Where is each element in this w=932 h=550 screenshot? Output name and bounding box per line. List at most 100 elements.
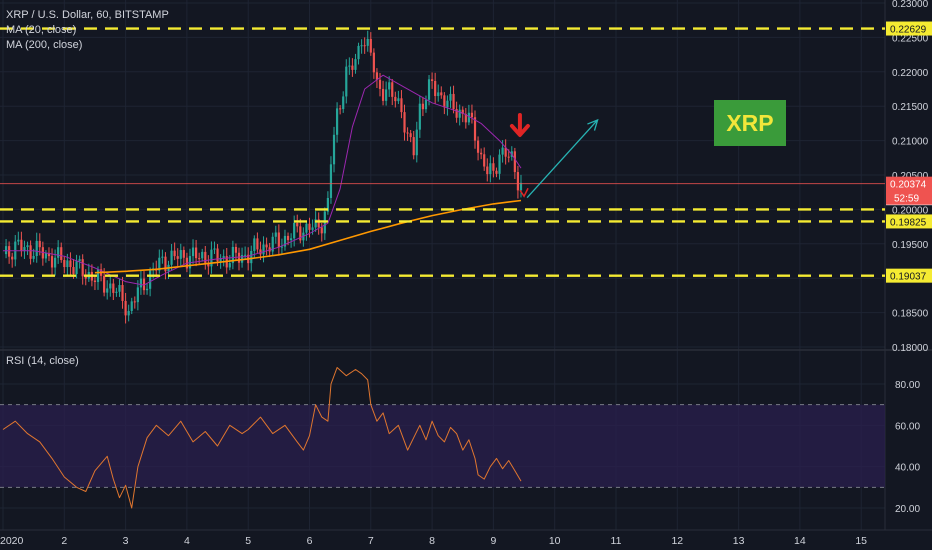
candle-body (237, 252, 241, 263)
price-axis-tick-label: 0.22500 (892, 33, 929, 44)
candle-body (17, 239, 20, 242)
candle-body (201, 251, 204, 259)
candle-body (130, 301, 133, 311)
candle-body (314, 219, 317, 228)
time-axis-tick-label: 13 (733, 535, 745, 547)
candle-body (173, 250, 176, 257)
price-axis-tick-label: 0.21000 (892, 137, 929, 148)
candle-body (29, 245, 32, 259)
rsi-line (2, 367, 522, 509)
price-axis-tick-label: 0.20500 (892, 171, 929, 182)
chart-title: XRP / U.S. Dollar, 60, BITSTAMP (6, 9, 169, 21)
candle-body (106, 288, 109, 293)
arrow-up-line (526, 119, 599, 199)
price-axis-tick-label: 0.21500 (892, 102, 929, 113)
time-axis-tick-label: 4 (184, 535, 190, 547)
candle-body (69, 260, 72, 268)
level-badge-bg (886, 214, 932, 229)
candle-body (519, 182, 523, 191)
candle-body (194, 247, 198, 259)
candle-body (516, 172, 520, 191)
candle-body (81, 259, 84, 277)
time-axis-tick-label: 2 (61, 535, 67, 547)
candle-body (498, 154, 501, 174)
candle-body (234, 246, 238, 253)
ma200-legend[interactable]: MA (200, close) (6, 39, 83, 51)
candle-body (274, 232, 277, 237)
time-axis-tick-label: 6 (307, 535, 313, 547)
ma20-line (3, 74, 522, 286)
time-axis-tick-label: 7 (368, 535, 374, 547)
candle-body (440, 92, 443, 96)
ma200-line (94, 199, 522, 274)
time-axis-tick-label: 12 (671, 535, 683, 547)
candle-body (424, 99, 428, 110)
candle-body (507, 156, 510, 158)
candle-body (161, 256, 164, 258)
candle-body (259, 249, 262, 255)
rsi-legend[interactable]: RSI (14, close) (6, 355, 79, 367)
candle-body (121, 285, 124, 301)
candle-body (219, 258, 222, 262)
price-axis-tick-label: 0.22000 (892, 68, 929, 79)
candle-body (32, 256, 35, 259)
candle-body (139, 278, 143, 288)
candle-body (363, 45, 366, 47)
ma20-legend[interactable]: MA (20, close) (6, 24, 77, 36)
candle-body (403, 112, 406, 133)
candle-body (182, 250, 185, 258)
candle-body (96, 269, 100, 283)
candle-body (329, 164, 333, 198)
candle-body (231, 246, 234, 264)
candle-body (421, 103, 425, 110)
candle-body (228, 263, 231, 268)
candle-body (84, 276, 87, 279)
candle-body (339, 108, 342, 110)
candle-body (50, 256, 54, 268)
candle-body (93, 280, 97, 283)
candle-body (26, 245, 29, 248)
candle-body (8, 246, 11, 257)
candle-body (63, 259, 66, 268)
candle-body (149, 270, 152, 289)
candle-body (176, 256, 179, 259)
candle-body (381, 88, 385, 101)
candle-body (256, 238, 259, 250)
candle-body (437, 92, 440, 97)
candle-body (492, 163, 495, 171)
candle-body (480, 152, 483, 155)
level-badge: 0.19825 (890, 217, 927, 228)
candle-body (20, 239, 23, 252)
candle-body (409, 133, 412, 138)
candle-body (207, 262, 210, 267)
candle-body (142, 278, 146, 291)
candle-body (271, 236, 274, 252)
candle-body (191, 247, 195, 257)
candle-body (35, 240, 38, 257)
candle-body (388, 82, 391, 90)
current-price-label: 0.20374 (890, 180, 927, 191)
candle-body (486, 166, 489, 175)
candle-body (109, 283, 112, 289)
candle-body (118, 285, 121, 292)
candle-body (400, 98, 403, 113)
candle-body (75, 261, 78, 274)
candle-body (299, 226, 302, 241)
candle-body (216, 248, 219, 262)
candle-body (372, 52, 375, 73)
candle-body (66, 260, 69, 268)
candle-body (60, 247, 63, 260)
candle-body (504, 147, 507, 157)
candle-body (124, 300, 127, 316)
price-axis-tick-label: 0.19500 (892, 240, 929, 251)
candle-body (470, 112, 474, 118)
candle-body (311, 227, 314, 230)
candle-body (335, 108, 339, 135)
countdown-label: 52:59 (894, 194, 919, 205)
time-axis-tick-label: 9 (490, 535, 496, 547)
candle-body (397, 98, 400, 102)
time-axis-tick-label: 15 (855, 535, 867, 547)
candle-body (320, 227, 323, 234)
candle-body (213, 248, 216, 250)
